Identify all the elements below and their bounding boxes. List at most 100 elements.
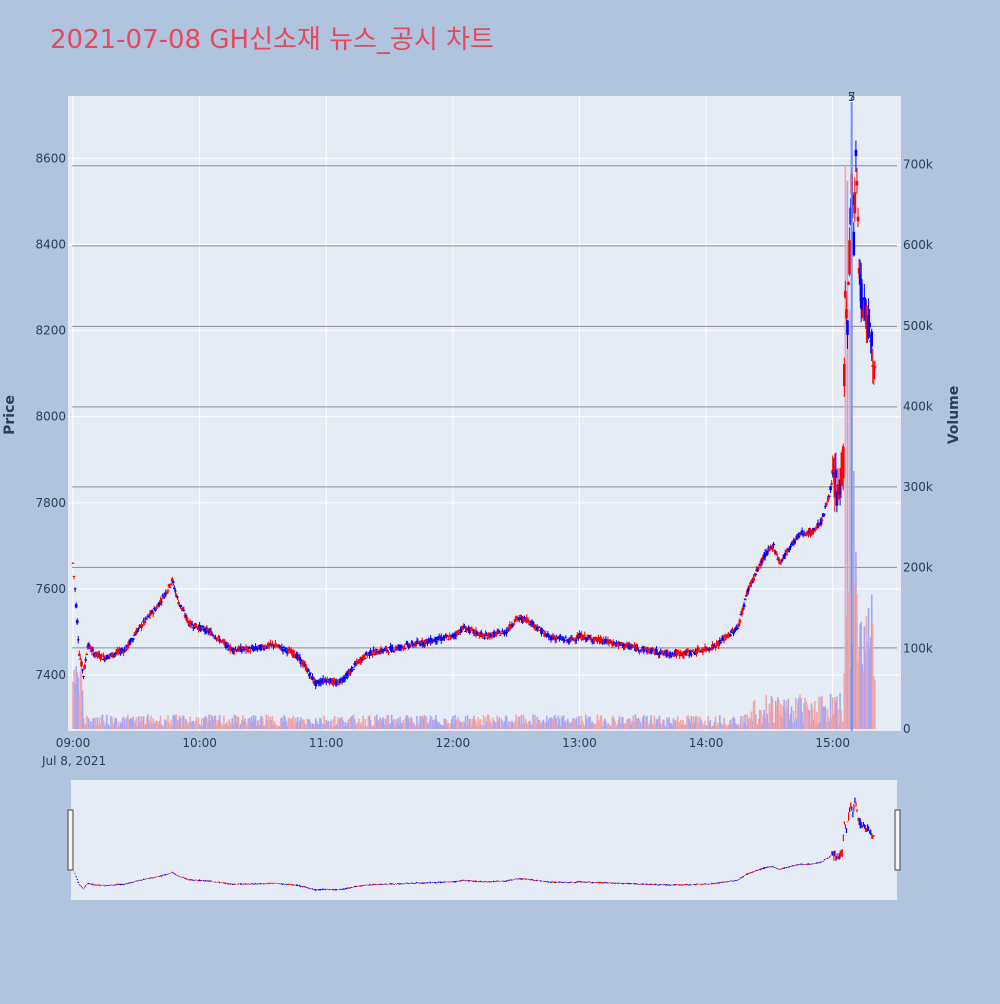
volume-bar [80, 665, 83, 729]
candle-body [463, 625, 466, 629]
candle [325, 676, 329, 680]
candle [271, 640, 274, 646]
range-slider-right-handle[interactable] [894, 809, 901, 871]
volume-bar [403, 723, 406, 729]
volume-bar [86, 717, 89, 729]
volume-bar [306, 718, 309, 729]
volume-bar [851, 645, 854, 729]
candle [638, 650, 641, 655]
volume-bar [493, 720, 495, 729]
candle-body [666, 652, 670, 654]
news-flags[interactable]: 57 [848, 90, 856, 731]
candle-body [637, 649, 640, 651]
candle-body [848, 240, 851, 275]
candle-body [631, 646, 635, 648]
volume-bar [644, 721, 646, 729]
volume-bar [271, 716, 274, 729]
candle-body [212, 635, 215, 637]
volume-bar [536, 716, 539, 729]
volume-bar [234, 714, 237, 729]
volume-bar [829, 693, 832, 729]
volume-bar [186, 721, 188, 729]
volume-bar [613, 719, 616, 729]
candle-body [753, 574, 756, 577]
volume-bar [107, 723, 109, 729]
volume-bar [830, 717, 833, 729]
volume-bar [550, 717, 552, 729]
volume-bar [871, 624, 874, 729]
candle [789, 543, 792, 551]
candle-body [807, 530, 810, 536]
candle-body [124, 649, 128, 652]
candle-body [819, 518, 823, 525]
candle-body [836, 484, 840, 490]
volume-bar [562, 715, 565, 729]
volume-bar [530, 724, 532, 729]
candle-body [495, 631, 499, 634]
volume-bar [73, 669, 75, 729]
volume-bar [349, 717, 352, 729]
candle [391, 644, 395, 650]
candle-body [509, 626, 513, 628]
volume-bar [541, 720, 544, 729]
candle [848, 227, 851, 277]
volume-bar [797, 700, 799, 729]
volume-bar [219, 721, 222, 729]
volume-bar [835, 701, 837, 729]
candlesticks[interactable] [71, 140, 877, 690]
candle-body [834, 469, 838, 478]
volume-bar [162, 725, 165, 729]
volume-bar [265, 714, 267, 729]
candle [207, 628, 211, 636]
candle-body [133, 634, 137, 636]
candle-body [154, 608, 157, 611]
volume-bar [769, 710, 772, 729]
volume-bar [504, 715, 507, 729]
volume-bar [444, 719, 447, 729]
volume-bar [612, 715, 615, 729]
volume-bar [425, 716, 428, 729]
volume-bar [514, 720, 516, 729]
volume-bar [468, 718, 471, 729]
volume-bar [295, 721, 298, 729]
candle-body [690, 654, 693, 656]
time-tick-label: 10:00 [182, 736, 217, 750]
candle-body [802, 532, 806, 534]
volume-bar [792, 710, 795, 729]
volume-bar [85, 715, 88, 729]
volume-bar [131, 719, 133, 729]
candle-body [824, 506, 827, 508]
volume-bar [475, 721, 477, 729]
range-slider-left-handle[interactable] [67, 809, 74, 871]
candle-body [535, 626, 539, 631]
volume-bar [534, 714, 536, 729]
volume-bar [182, 716, 185, 729]
volume-bar [825, 721, 828, 729]
volume-bar [823, 706, 826, 729]
volume-bar [564, 720, 567, 729]
candle [872, 360, 876, 385]
candle [141, 624, 144, 627]
candle-body [165, 592, 169, 594]
candle [636, 644, 639, 650]
volume-bar [254, 715, 257, 729]
candle-body [484, 633, 487, 636]
candle-body [283, 649, 287, 652]
candle-body [617, 641, 620, 647]
volume-bar [864, 651, 867, 729]
volume-bar [464, 716, 467, 729]
candle-body [182, 609, 186, 611]
volume-bar [674, 720, 677, 729]
volume-bar [348, 718, 351, 729]
volume-bar [732, 716, 735, 729]
range-slider[interactable] [71, 780, 897, 900]
candle-body [185, 617, 189, 622]
volume-bar [742, 715, 744, 729]
candle [830, 480, 833, 486]
volume-bar [496, 715, 498, 729]
volume-bar [766, 713, 769, 729]
volume-bar [335, 724, 338, 729]
volume-bar [307, 719, 310, 729]
candle-body [782, 554, 786, 558]
candle-body [117, 650, 120, 653]
